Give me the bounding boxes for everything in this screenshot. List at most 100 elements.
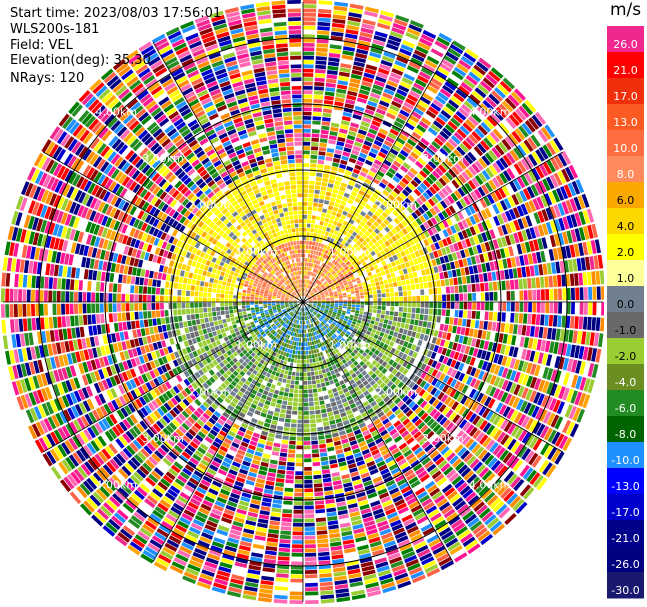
velocity-cell xyxy=(340,316,345,320)
velocity-cell xyxy=(303,350,306,355)
velocity-cells xyxy=(0,0,604,605)
velocity-cell xyxy=(405,355,412,362)
velocity-cell xyxy=(456,343,462,352)
velocity-cell xyxy=(329,292,334,295)
velocity-cell xyxy=(369,124,380,131)
velocity-cell xyxy=(468,413,477,423)
velocity-cell xyxy=(313,474,322,480)
velocity-cell xyxy=(445,207,453,217)
velocity-cell xyxy=(308,249,311,254)
velocity-cell xyxy=(314,77,325,82)
velocity-cell xyxy=(511,425,520,437)
velocity-cell xyxy=(280,448,288,453)
velocity-cell xyxy=(569,198,578,212)
velocity-cell xyxy=(380,249,386,256)
velocity-cell xyxy=(562,437,573,452)
velocity-cell xyxy=(317,286,321,290)
velocity-cell xyxy=(426,350,433,358)
velocity-cell xyxy=(318,199,324,204)
velocity-cell xyxy=(376,108,386,116)
velocity-cell xyxy=(402,285,407,291)
velocity-cell xyxy=(438,231,445,240)
velocity-cell xyxy=(318,560,331,565)
velocity-cell xyxy=(321,121,331,126)
velocity-cell xyxy=(487,272,493,282)
velocity-cell xyxy=(450,294,455,301)
velocity-cell xyxy=(595,348,602,363)
velocity-cell xyxy=(386,216,393,223)
velocity-cell xyxy=(309,241,313,245)
velocity-cell xyxy=(296,363,300,368)
velocity-cell xyxy=(358,35,372,43)
velocity-cell xyxy=(325,271,330,275)
velocity-cell xyxy=(416,197,424,206)
velocity-cell xyxy=(373,298,378,302)
velocity-cell xyxy=(443,197,452,207)
velocity-cell xyxy=(412,237,419,244)
velocity-cell xyxy=(336,399,342,405)
velocity-cell xyxy=(540,442,550,456)
velocity-cell xyxy=(271,451,280,456)
velocity-cell xyxy=(533,351,540,363)
velocity-cell xyxy=(320,284,324,288)
velocity-cell xyxy=(432,399,440,408)
velocity-cell xyxy=(376,252,382,258)
velocity-cell xyxy=(359,311,364,315)
velocity-cell xyxy=(522,188,532,200)
velocity-cell xyxy=(373,334,379,339)
velocity-cell xyxy=(323,222,328,227)
velocity-cell xyxy=(479,320,484,330)
velocity-cell xyxy=(590,240,597,254)
velocity-cell xyxy=(325,82,336,88)
velocity-cell xyxy=(441,287,446,294)
velocity-cell xyxy=(297,428,303,433)
velocity-cell xyxy=(473,213,481,224)
velocity-cell xyxy=(344,170,352,176)
velocity-cell xyxy=(365,322,370,327)
velocity-cell xyxy=(431,336,437,344)
velocity-cell xyxy=(292,350,296,355)
velocity-cell xyxy=(318,147,327,152)
velocity-cell xyxy=(448,138,458,148)
velocity-cell xyxy=(458,174,467,184)
velocity-cell xyxy=(398,358,405,366)
velocity-cell xyxy=(393,331,399,338)
velocity-cell xyxy=(270,516,281,522)
velocity-cell xyxy=(322,117,331,122)
velocity-cell xyxy=(456,63,469,74)
velocity-cell xyxy=(355,293,360,296)
velocity-cell xyxy=(506,334,513,345)
velocity-cell xyxy=(331,277,335,281)
velocity-cell xyxy=(483,118,495,130)
velocity-cell xyxy=(328,319,333,323)
velocity-cell xyxy=(469,426,478,437)
velocity-cell xyxy=(283,500,293,505)
velocity-cell xyxy=(356,330,362,335)
velocity-cell xyxy=(450,302,455,309)
velocity-cell xyxy=(311,287,315,291)
velocity-cell xyxy=(333,310,338,313)
velocity-cell xyxy=(411,212,419,220)
velocity-cell xyxy=(390,297,395,302)
velocity-cell xyxy=(326,299,330,301)
velocity-cell xyxy=(477,124,488,136)
velocity-cell xyxy=(325,317,330,321)
velocity-cell xyxy=(313,233,317,238)
velocity-cell xyxy=(502,291,507,301)
velocity-cell xyxy=(487,251,493,261)
velocity-cell xyxy=(321,460,329,466)
velocity-cell xyxy=(431,140,441,150)
velocity-cell xyxy=(465,137,476,148)
velocity-cell xyxy=(440,200,448,209)
velocity-cell xyxy=(324,165,331,170)
velocity-cell xyxy=(398,351,404,358)
velocity-cell xyxy=(309,290,312,294)
velocity-cell xyxy=(449,73,462,84)
velocity-cell xyxy=(370,166,378,174)
velocity-cell xyxy=(321,355,325,361)
velocity-cell xyxy=(550,414,560,428)
velocity-cell xyxy=(303,8,317,13)
velocity-cell xyxy=(312,345,316,350)
velocity-cell xyxy=(431,360,438,368)
velocity-cell xyxy=(320,216,325,222)
